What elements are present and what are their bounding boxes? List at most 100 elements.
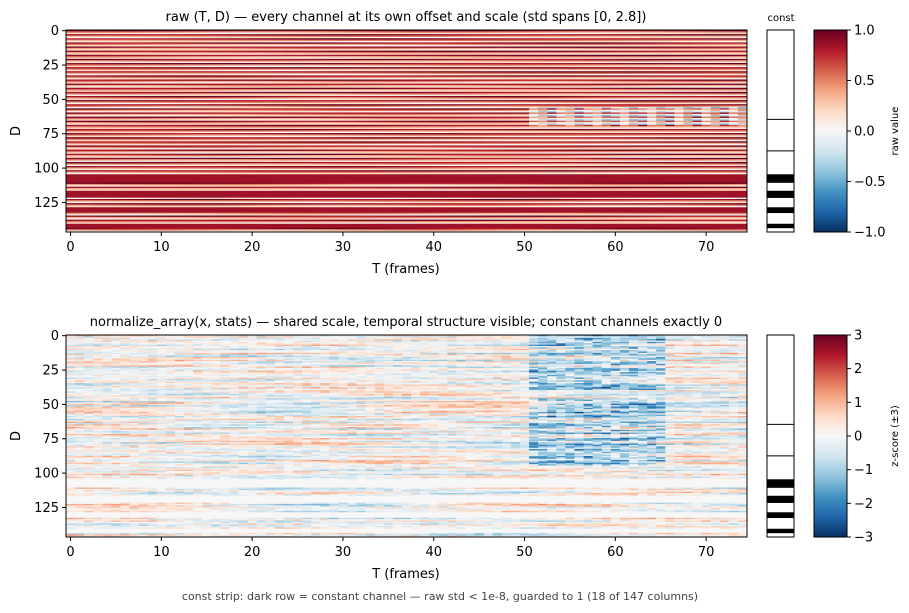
heatmap-cell <box>438 67 448 69</box>
heatmap-cell <box>184 43 194 46</box>
heatmap-cell <box>656 57 666 60</box>
heatmap-cell <box>601 35 612 38</box>
heatmap-cell <box>547 62 557 65</box>
heatmap-cell <box>211 31 221 34</box>
heatmap-cell <box>610 30 621 32</box>
heatmap-cell <box>529 31 539 34</box>
heatmap-cell <box>338 36 348 39</box>
heatmap-cell <box>438 39 448 42</box>
heatmap-cell <box>719 30 730 32</box>
heatmap-cell <box>75 43 85 46</box>
heatmap-cell <box>492 61 503 64</box>
heatmap-cell <box>84 50 94 53</box>
heatmap-cell <box>483 30 494 32</box>
heatmap-cell <box>638 65 648 68</box>
heatmap-cell <box>311 34 321 36</box>
heatmap-cell <box>265 39 276 42</box>
heatmap-cell <box>365 58 376 61</box>
heatmap-cell <box>628 61 639 64</box>
heatmap-cell <box>247 35 258 38</box>
heatmap-cell <box>193 50 203 53</box>
heatmap-cell <box>420 53 430 56</box>
heatmap-cell <box>211 56 221 58</box>
heatmap-cell <box>574 60 584 62</box>
heatmap-cell <box>601 57 612 60</box>
heatmap-cell <box>701 53 712 56</box>
heatmap-cell <box>66 30 76 32</box>
heatmap-cell <box>520 39 530 42</box>
heatmap-cell <box>138 43 149 46</box>
heatmap-cell <box>420 35 430 38</box>
heatmap-cell <box>474 61 485 64</box>
heatmap-cell <box>510 64 521 67</box>
heatmap-cell <box>93 45 103 47</box>
heatmap-cell <box>111 38 121 41</box>
heatmap-cell <box>610 49 621 52</box>
heatmap-cell <box>256 46 267 49</box>
heatmap-cell <box>66 47 76 50</box>
heatmap-cell <box>311 64 321 67</box>
heatmap-cell <box>701 65 712 68</box>
heatmap-cell <box>574 58 584 61</box>
heatmap-cell <box>120 30 130 32</box>
heatmap-cell <box>138 65 149 68</box>
heatmap-cell <box>392 53 403 56</box>
heatmap-cell <box>401 46 412 49</box>
heatmap-cell <box>156 65 167 68</box>
heatmap-cell <box>456 69 466 72</box>
heatmap-cell <box>84 47 94 50</box>
heatmap-cell <box>293 32 303 35</box>
heatmap-cell <box>229 32 239 35</box>
heatmap-cell <box>374 43 385 46</box>
heatmap-cell <box>665 57 675 60</box>
heatmap-cell <box>420 61 430 64</box>
heatmap-cell <box>311 62 321 65</box>
heatmap-cell <box>111 45 121 47</box>
heatmap-cell <box>392 69 403 72</box>
heatmap-cell <box>565 36 575 39</box>
heatmap-cell <box>401 69 412 72</box>
heatmap-cell <box>683 62 693 65</box>
heatmap-cell <box>565 38 575 41</box>
heatmap-cell <box>565 60 575 62</box>
heatmap-cell <box>347 65 357 68</box>
heatmap-cell <box>401 50 412 53</box>
heatmap-cell <box>129 62 140 65</box>
heatmap-cell <box>592 56 603 58</box>
heatmap-cell <box>283 57 294 60</box>
heatmap-cell <box>174 65 185 68</box>
heatmap-cell <box>474 35 485 38</box>
heatmap-cell <box>202 60 212 62</box>
heatmap-cell <box>229 65 239 68</box>
heatmap-cell <box>438 58 448 61</box>
heatmap-cell <box>338 46 348 49</box>
heatmap-cell <box>247 36 258 39</box>
heatmap-cell <box>156 68 167 71</box>
heatmap-cell <box>665 46 675 49</box>
heatmap-cell <box>574 54 584 57</box>
heatmap-cell <box>165 53 176 56</box>
heatmap-cell <box>737 58 748 61</box>
heatmap-cell <box>656 42 666 45</box>
heatmap-cell <box>728 61 739 64</box>
heatmap-cell <box>583 54 594 57</box>
heatmap-cell <box>601 38 612 41</box>
heatmap-cell <box>538 51 548 54</box>
heatmap-cell <box>456 67 466 69</box>
heatmap-cell <box>547 54 557 57</box>
heatmap-cell <box>383 30 394 32</box>
heatmap-cell <box>102 53 112 56</box>
heatmap-cell <box>656 39 666 42</box>
heatmap-cell <box>465 67 475 69</box>
heatmap-cell <box>447 42 457 45</box>
heatmap-cell <box>474 53 485 56</box>
heatmap-cell <box>138 49 149 52</box>
heatmap-cell <box>665 47 675 50</box>
heatmap-cell <box>474 67 485 69</box>
heatmap-cell <box>66 50 76 53</box>
heatmap-cell <box>238 32 248 35</box>
heatmap-cell <box>311 67 321 69</box>
heatmap-cell <box>447 35 457 38</box>
heatmap-cell <box>229 50 239 53</box>
heatmap-cell <box>202 53 212 56</box>
